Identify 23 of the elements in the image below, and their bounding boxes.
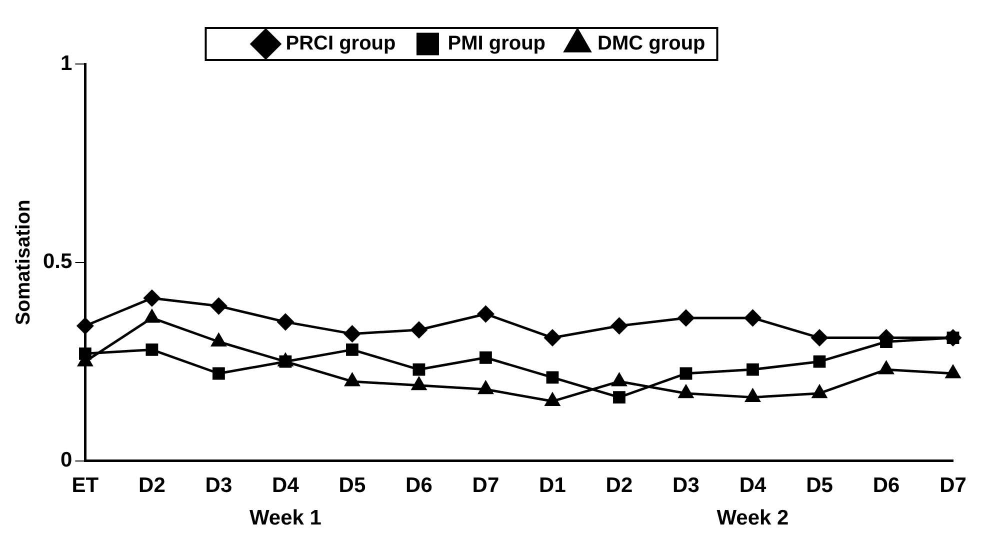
- legend-label: PMI group: [448, 32, 546, 55]
- x-tick-label: D3: [205, 474, 232, 498]
- x-tick-label: D4: [739, 474, 766, 498]
- y-tick-label: 0: [60, 448, 72, 472]
- text: Week 2: [716, 506, 789, 530]
- x-tick-label: D7: [940, 474, 966, 498]
- x-tick-label: D7: [472, 474, 500, 498]
- legend-label: DMC group: [598, 32, 706, 55]
- x-tick-label: D5: [806, 474, 834, 498]
- x-tick-label: D4: [272, 474, 300, 498]
- x-tick-label: D1: [539, 474, 566, 498]
- y-axis-title: Somatisation: [12, 200, 35, 326]
- x-tick-label: D6: [406, 474, 432, 498]
- x-tick-label: D5: [338, 474, 366, 498]
- x-tick-label: D2: [138, 474, 166, 498]
- x-tick-label: D6: [872, 474, 900, 498]
- x-tick-label: D3: [672, 474, 700, 498]
- x-tick-label: ET: [72, 474, 99, 498]
- legend-label: PRCI group: [286, 32, 396, 55]
- x-tick-label: D2: [606, 474, 633, 498]
- y-tick-label: 1: [60, 52, 73, 75]
- text: Week 1: [249, 506, 322, 530]
- y-tick-label: 0.5: [42, 250, 73, 274]
